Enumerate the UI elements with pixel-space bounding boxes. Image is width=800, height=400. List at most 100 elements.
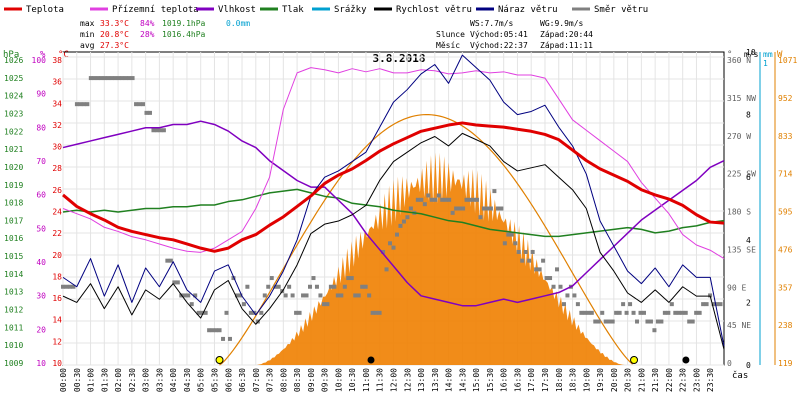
wind-dir-point <box>276 284 281 289</box>
x-tick-time: 01:00 <box>87 368 96 392</box>
stats-max-hum: 84% <box>140 19 155 28</box>
wind-dir-point <box>603 319 608 324</box>
x-tick-time: 12:00 <box>390 368 399 392</box>
y-tick-degc: 34 <box>52 99 62 108</box>
wind-dir-point <box>471 197 476 202</box>
wind-dir-point <box>401 219 406 224</box>
wind-dir-point <box>555 267 560 272</box>
wind-dir-point <box>673 310 678 315</box>
wind-dir-point <box>474 197 479 202</box>
wind-dir-point <box>304 293 309 298</box>
wind-dir-point <box>214 328 219 333</box>
legend-label-wind: Rychlost větru <box>396 5 472 15</box>
wind-dir-point <box>544 276 549 281</box>
wind-dir-point <box>666 310 671 315</box>
wind-dir-point <box>655 319 660 324</box>
y-tick-pct: 30 <box>36 292 46 301</box>
wind-dir-point <box>266 284 271 289</box>
wind-dir-point <box>454 206 459 211</box>
wind-dir-point <box>61 284 65 289</box>
wind-dir-point <box>676 310 681 315</box>
info-sun-rise: Východ:05:41 <box>470 30 528 39</box>
wind-dir-point <box>516 249 521 254</box>
wind-dir-point <box>485 206 490 211</box>
stats-min-press: 1016.4hPa <box>162 30 206 39</box>
wind-dir-point <box>381 249 386 254</box>
info-sun-set: Západ:20:44 <box>540 30 593 39</box>
wind-dir-point <box>718 302 723 307</box>
legend-label-wind-dir: Směr větru <box>594 5 648 15</box>
wind-dir-point <box>113 76 118 81</box>
wind-dir-point <box>342 284 347 289</box>
wind-dir-point <box>527 258 532 263</box>
wind-dir-point <box>481 206 486 211</box>
wind-dir-point <box>377 310 382 315</box>
wind-dir-point <box>141 102 146 107</box>
wind-dir-point <box>287 284 292 289</box>
wind-dir-point <box>116 76 121 81</box>
y-tick-degc: 28 <box>52 164 62 173</box>
x-tick-time: 13:30 <box>431 368 440 392</box>
wind-dir-point <box>207 328 212 333</box>
x-tick-time: 02:30 <box>128 368 137 392</box>
y-tick-hpa: 1013 <box>4 288 23 297</box>
wind-dir-point <box>151 128 156 133</box>
wind-dir-point <box>78 102 83 107</box>
y-tick-w: 238 <box>778 321 793 330</box>
wind-dir-point <box>85 102 90 107</box>
y-tick-w: 119 <box>778 359 793 368</box>
wind-dir-point <box>468 197 473 202</box>
stats-min-temp: 20.8°C <box>100 30 129 39</box>
y-tick-pct: 10 <box>36 359 46 368</box>
wind-dir-point <box>314 284 319 289</box>
wind-dir-point <box>648 319 653 324</box>
y-tick-deg: 135 SE <box>727 245 756 254</box>
x-tick-time: 03:30 <box>155 368 164 392</box>
wind-dir-point <box>443 197 448 202</box>
wind-dir-point <box>488 206 493 211</box>
wind-dir-point <box>614 310 619 315</box>
wind-dir-point <box>499 206 504 211</box>
wind-dir-point <box>353 293 358 298</box>
x-tick-time: 07:30 <box>266 368 275 392</box>
series-line-ground <box>62 67 725 260</box>
y-tick-w: 595 <box>778 208 793 217</box>
x-tick-time: 01:30 <box>100 368 109 392</box>
wind-dir-point <box>210 328 215 333</box>
y-tick-w: 357 <box>778 283 793 292</box>
wind-dir-point <box>520 258 525 263</box>
unit-w: W <box>777 50 783 60</box>
x-tick-time: 23:30 <box>706 368 715 392</box>
x-tick-time: 21:00 <box>637 368 646 392</box>
wind-dir-point <box>506 232 511 237</box>
wind-dir-point <box>388 241 393 246</box>
x-tick-time: 09:00 <box>307 368 316 392</box>
wind-dir-point <box>74 102 79 107</box>
wind-dir-point <box>283 293 288 298</box>
wind-dir-point <box>168 258 173 263</box>
wind-dir-point <box>328 284 333 289</box>
wind-dir-point <box>294 310 299 315</box>
y-tick-pct: 90 <box>36 90 46 99</box>
y-tick-ms: 8 <box>746 111 751 120</box>
wind-dir-point <box>130 76 135 81</box>
x-tick-time: 19:30 <box>596 368 605 392</box>
y-tick-pct: 100 <box>32 56 47 65</box>
wind-dir-point <box>165 258 170 263</box>
wind-dir-point <box>558 284 563 289</box>
y-tick-hpa: 1025 <box>4 74 23 83</box>
y-tick-deg: 90 E <box>727 283 746 292</box>
x-tick-time: 15:30 <box>486 368 495 392</box>
wind-dir-point <box>495 206 500 211</box>
wind-dir-point <box>200 310 205 315</box>
wind-dir-point <box>697 310 702 315</box>
unit-hpa: hPa <box>3 50 19 60</box>
wind-dir-point <box>621 302 626 307</box>
wind-dir-point <box>297 310 302 315</box>
stats-min-hum: 28% <box>140 30 155 39</box>
wind-dir-point <box>711 302 716 307</box>
y-tick-deg: 225 SW <box>727 170 756 179</box>
wind-dir-point <box>426 193 431 198</box>
wind-dir-point <box>127 76 132 81</box>
wind-dir-point <box>394 232 399 237</box>
